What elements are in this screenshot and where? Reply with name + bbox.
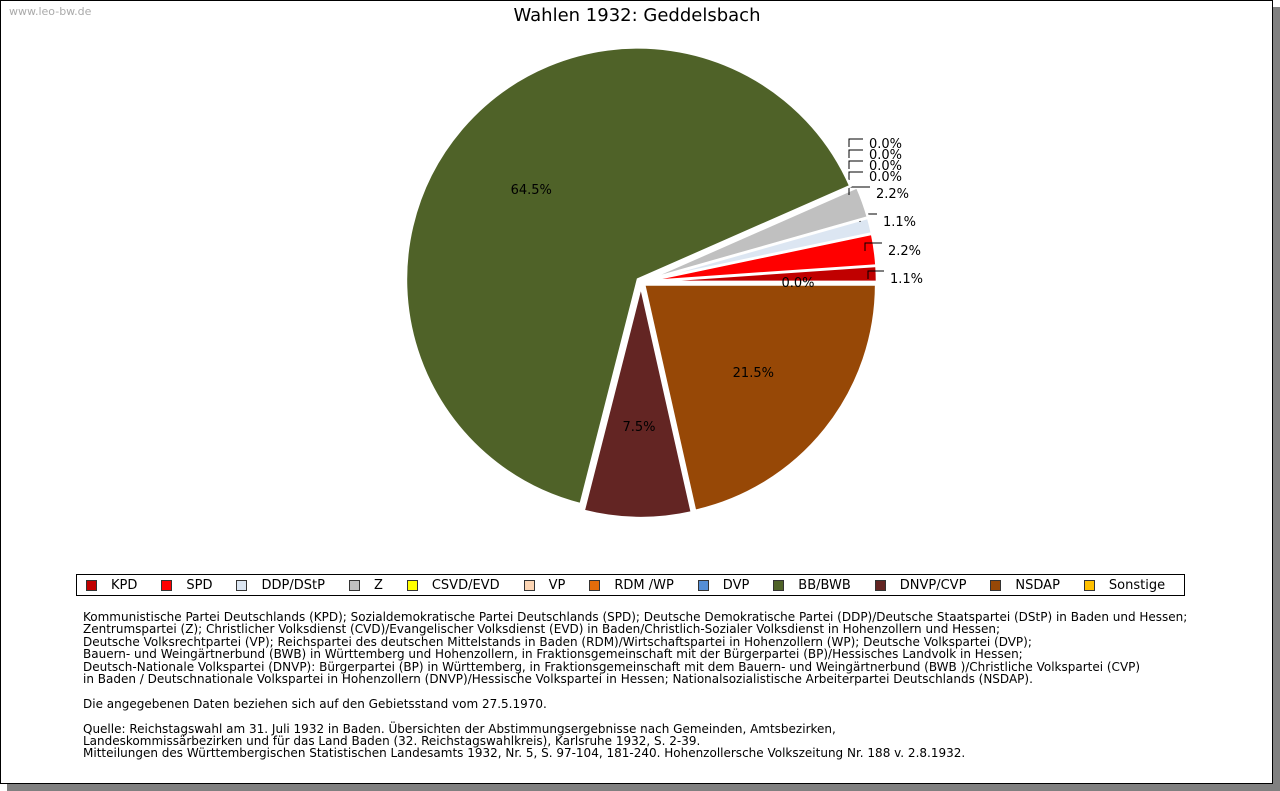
leader-line [848,138,863,147]
data-label: 1.1% [890,272,923,287]
legend-swatch [161,579,173,591]
note-line: Zentrumspartei (Z); Christlicher Volksdi… [83,622,1001,637]
legend-label: Sonstige [1108,577,1166,593]
leader-line [848,171,863,180]
note-line: Kommunistische Partei Deutschlands (KPD)… [83,610,1188,624]
data-label: 7.5% [622,420,655,435]
data-label: 2.2% [888,244,921,259]
legend-item: DVP [697,577,750,593]
legend-item: DDP/DStP [236,577,325,593]
legend-item: SPD [161,578,212,593]
legend-swatch [697,579,709,591]
legend-swatch [236,579,248,591]
leader-line [848,149,863,158]
note-line: Die angegebenen Daten beziehen sich auf … [83,696,547,711]
notes: Kommunistische Partei Deutschlands (KPD)… [83,611,1187,760]
data-label: 2.2% [876,187,909,202]
legend-label: BB/BWB [798,577,851,593]
leader-line [864,242,882,251]
legend-swatch [773,579,785,591]
legend-label: DDP/DStP [261,577,325,593]
legend-item: Sonstige [1083,577,1166,593]
pie-slice-bbbwb [404,46,852,506]
data-label: 0.0% [869,137,902,152]
legend-label: VP [548,577,566,593]
legend-swatch [589,579,601,591]
pie-slice-nsdap [642,283,878,513]
legend-item: NSDAP [990,578,1060,593]
pie-chart: 1.1%2.2%1.1%2.2%0.0%0.0%0.0%0.0%64.5%7.5… [404,46,923,520]
legend-item: CSVD/EVD [406,577,500,593]
legend-item: RDM /WP [589,577,674,593]
legend-swatch [406,579,418,591]
watermark: www.leo-bw.de [9,5,92,18]
legend-swatch [1083,579,1095,591]
data-label: 0.0% [869,159,902,174]
legend-swatch [86,579,97,591]
legend-item: BB/BWB [773,577,851,593]
legend-swatch [990,579,1002,591]
data-label: 1.1% [883,215,916,230]
note-line: Mitteilungen des Württembergischen Stati… [83,746,966,761]
pie-slice-dnvpcvp [582,285,694,520]
data-label: 0.0% [869,148,902,163]
legend-item: Z [348,577,383,593]
legend-label: KPD [111,577,138,593]
legend-swatch [523,579,535,591]
legend-swatch [874,579,886,591]
legend-label: RDM /WP [614,577,674,593]
legend-label: DVP [722,577,750,593]
note-line: Deutsche Volksrechtpartei (VP); Reichspa… [83,634,1032,649]
leader-line [848,160,863,169]
data-label: 21.5% [733,366,774,381]
legend-label: DNVP/CVP [899,577,967,593]
chart-title: Wahlen 1932: Geddelsbach [513,5,761,26]
note-line: in Baden / Deutschnationale Volkspartei … [83,672,1033,687]
data-label: 0.0% [781,276,814,291]
legend-label: NSDAP [1015,577,1060,593]
legend-item: DNVP/CVP [874,577,967,593]
data-label: 0.0% [869,170,902,185]
note-line: Bauern- und Weingärtnerbund (BWB) in Wür… [83,647,1023,662]
legend-item: KPD [86,578,137,593]
note-line: Quelle: Reichstagswahl am 31. Juli 1932 … [83,721,836,736]
data-label: 64.5% [511,183,552,198]
legend-label: CSVD/EVD [431,577,500,593]
legend-swatch [348,579,360,591]
legend-label: Z [373,577,383,593]
note-line [83,710,1187,722]
note-line [83,685,1187,697]
legend-label: SPD [186,577,213,593]
note-line: Deutsch-Nationale Volkspartei (DNVP): Bü… [83,659,1141,674]
leader-line [867,270,884,279]
note-line: Landeskommissärbezirken und für das Land… [83,734,701,749]
legend: KPD SPD DDP/DStP Z CSVD/EVD VP RDM /WP DVP BB/BW… [76,574,1185,596]
legend-item: VP [523,577,566,593]
